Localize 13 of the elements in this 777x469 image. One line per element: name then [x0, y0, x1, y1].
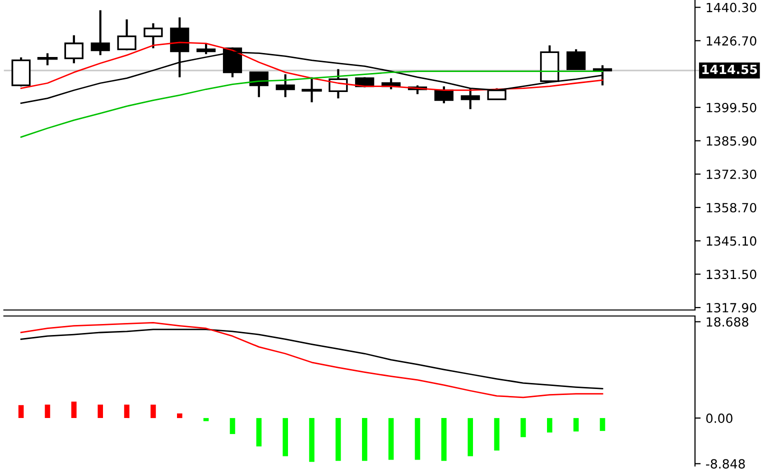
y-tick-label: 1385.90	[706, 136, 756, 146]
y-tick-label: 1399.50	[706, 102, 756, 112]
y-tick-label: 1331.50	[706, 270, 756, 280]
y-tick-label: -8.848	[706, 459, 745, 469]
y-tick-label: 1345.10	[706, 236, 756, 246]
y-tick-label: 0.00	[706, 414, 732, 423]
y-tick-label: 1372.30	[706, 170, 756, 180]
y-tick-label: 1426.70	[706, 36, 756, 46]
y-tick-label: 1317.90	[706, 303, 756, 312]
y-tick-label: 18.688	[706, 317, 748, 327]
y-tick-label: 1440.30	[706, 2, 756, 12]
y-tick-label: 1358.70	[706, 202, 756, 212]
ref-line-label: 1414.55	[702, 64, 758, 74]
